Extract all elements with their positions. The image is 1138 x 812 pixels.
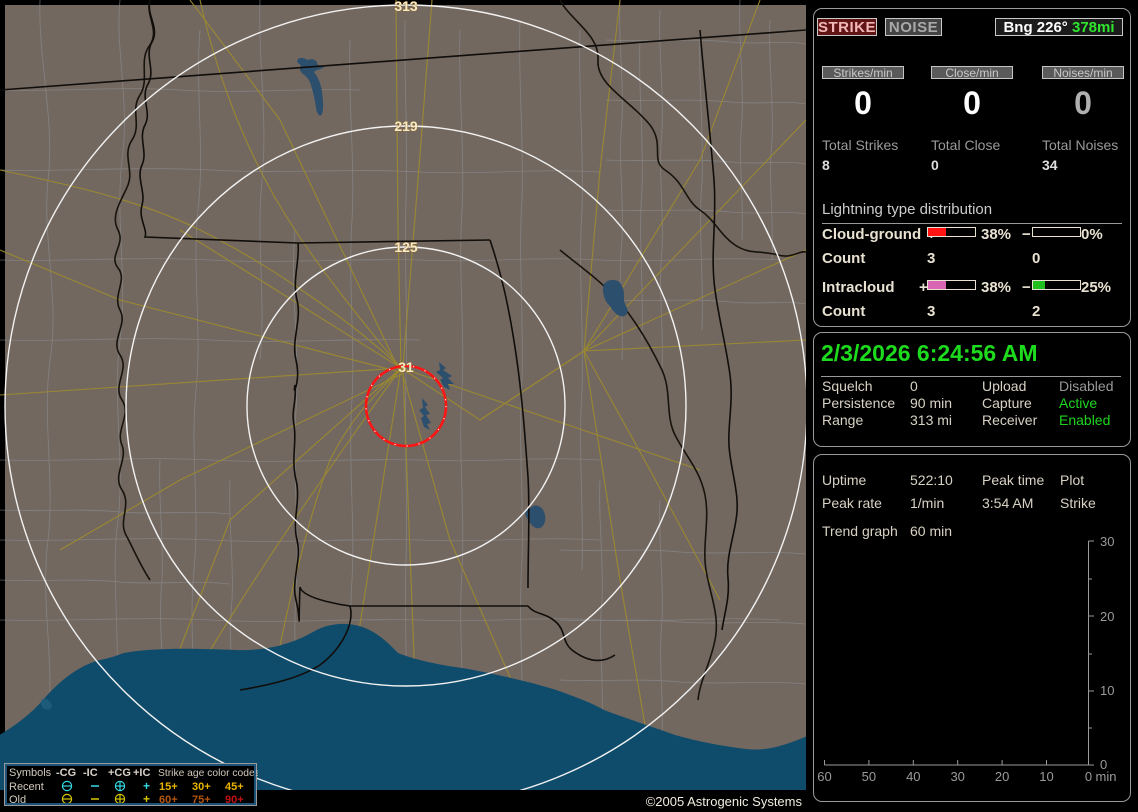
svg-text:30: 30 [1100,534,1114,549]
svg-text:-IC: -IC [83,767,98,779]
svg-text:+CG: +CG [108,767,131,779]
svg-text:45+: 45+ [225,781,244,793]
svg-text:60+: 60+ [159,794,178,806]
svg-text:30: 30 [950,769,964,784]
svg-text:20: 20 [995,769,1009,784]
svg-text:10: 10 [1100,683,1114,698]
svg-text:60: 60 [817,769,831,784]
svg-text:Symbols: Symbols [9,767,52,779]
svg-text:Strike age color codes: Strike age color codes [158,768,258,779]
svg-text:Old: Old [9,794,26,806]
svg-text:20: 20 [1100,609,1114,624]
svg-text:-CG: -CG [56,767,76,779]
svg-text:+IC: +IC [133,767,150,779]
svg-text:40: 40 [906,769,920,784]
svg-text:0: 0 [1085,769,1092,784]
svg-text:313: 313 [394,0,418,14]
svg-text:50: 50 [862,769,876,784]
svg-text:10: 10 [1039,769,1053,784]
svg-text:15+: 15+ [159,781,178,793]
svg-text:Recent: Recent [9,781,44,793]
svg-text:©2005 Astrogenic Systems: ©2005 Astrogenic Systems [646,794,803,809]
svg-text:90+: 90+ [225,794,244,806]
svg-text:125: 125 [394,239,418,255]
svg-text:75+: 75+ [192,794,211,806]
svg-text:+: + [143,779,150,793]
svg-text:219: 219 [394,118,418,134]
svg-text:+: + [143,792,150,806]
svg-text:31: 31 [398,359,414,375]
svg-text:30+: 30+ [192,781,211,793]
svg-text:0: 0 [1100,757,1107,772]
